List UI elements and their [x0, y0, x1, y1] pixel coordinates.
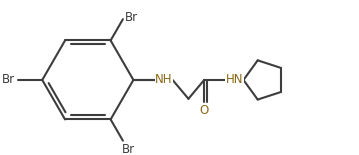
Text: O: O: [200, 104, 209, 117]
Text: NH: NH: [155, 73, 173, 86]
Text: Br: Br: [122, 143, 135, 155]
Text: Br: Br: [2, 73, 15, 86]
Text: Br: Br: [125, 11, 138, 24]
Text: HN: HN: [226, 73, 243, 86]
